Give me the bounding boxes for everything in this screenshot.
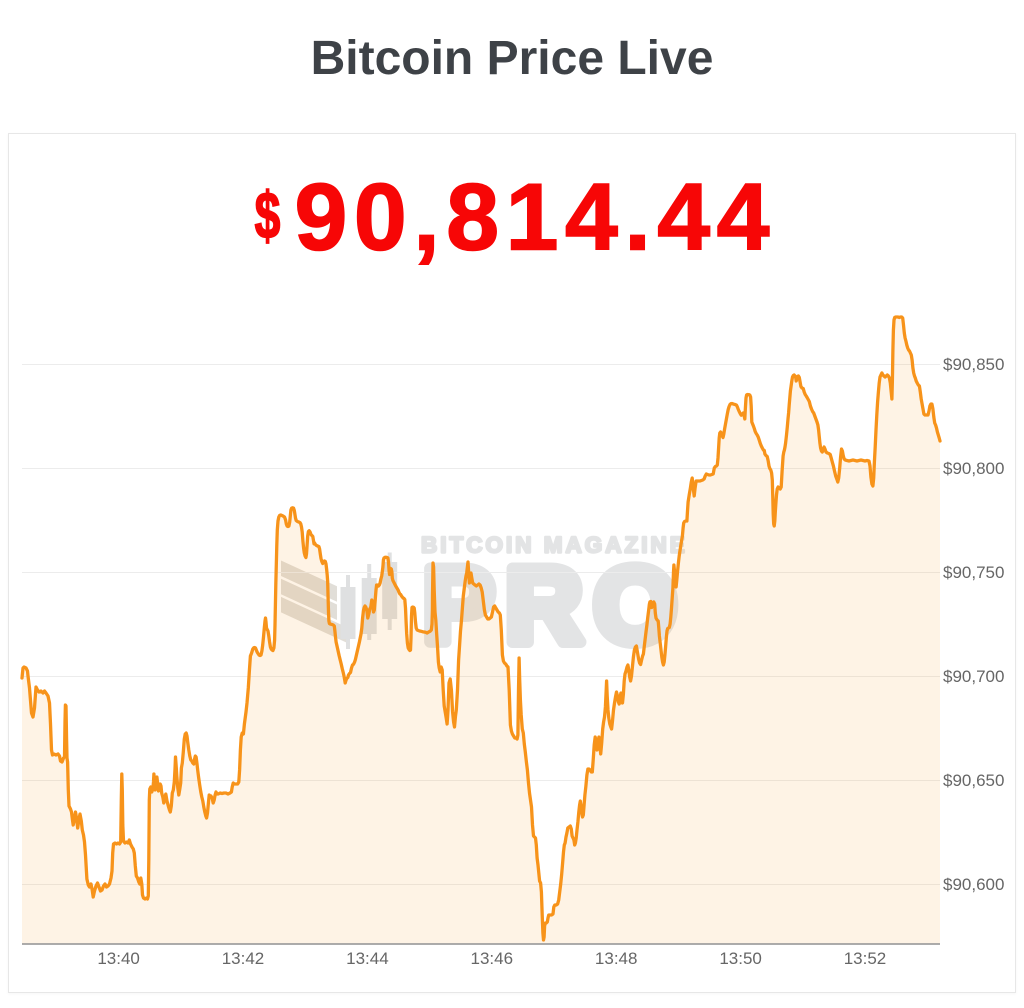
svg-text:$90,800: $90,800 (943, 459, 1004, 478)
svg-text:13:52: 13:52 (844, 949, 887, 968)
svg-text:13:46: 13:46 (471, 949, 514, 968)
svg-text:$: $ (255, 179, 281, 253)
svg-text:$90,650: $90,650 (943, 771, 1004, 790)
svg-text:13:48: 13:48 (595, 949, 638, 968)
svg-text:90,814.44: 90,814.44 (295, 165, 770, 271)
svg-text:13:44: 13:44 (346, 949, 389, 968)
svg-text:$90,850: $90,850 (943, 355, 1004, 374)
svg-text:13:40: 13:40 (97, 949, 140, 968)
svg-text:13:50: 13:50 (719, 949, 762, 968)
svg-text:$90,750: $90,750 (943, 563, 1004, 582)
svg-text:$90,600: $90,600 (943, 875, 1004, 894)
svg-text:BITCOIN MAGAZINE: BITCOIN MAGAZINE (421, 533, 688, 558)
svg-text:$90,700: $90,700 (943, 667, 1004, 686)
svg-text:13:42: 13:42 (222, 949, 265, 968)
